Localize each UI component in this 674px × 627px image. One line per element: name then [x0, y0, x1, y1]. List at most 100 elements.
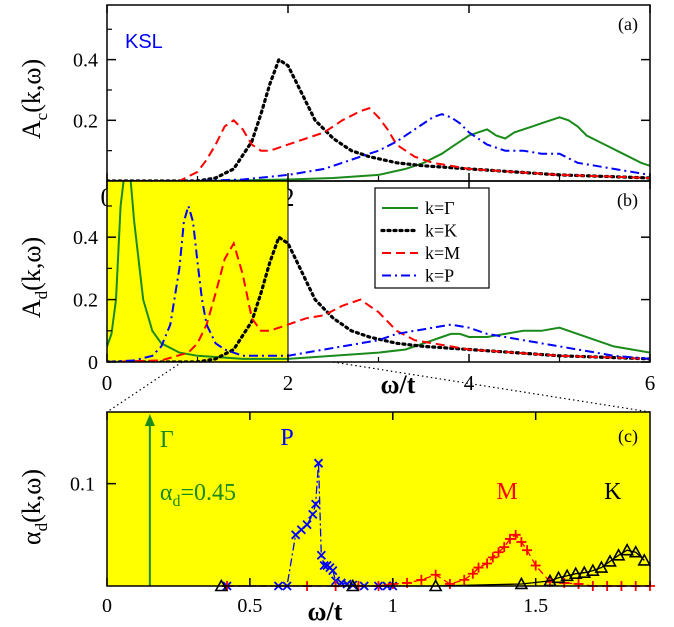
zoom-connector-lines — [106, 361, 651, 413]
x-tick-label: 1.5 — [523, 595, 548, 617]
marker-triangle — [594, 560, 609, 573]
plot-area — [107, 181, 650, 362]
y-axis-label: αd(k,ω) — [17, 469, 51, 545]
x-tick-label: 0 — [102, 595, 112, 617]
group-label-m: M — [496, 479, 517, 505]
panel-label: (b) — [617, 190, 638, 211]
legend: k=Γ k=Kk=M k=P — [374, 187, 490, 289]
marker-triangle — [620, 543, 634, 556]
marker-plus — [573, 578, 584, 589]
alpha-d-subscript: d — [172, 493, 180, 510]
y-axis-label-subscript: c — [32, 112, 51, 120]
series-line-gamma — [107, 181, 650, 360]
marker-plus — [493, 547, 504, 558]
x-tick-label: 1 — [388, 595, 398, 617]
marker-plus — [482, 558, 493, 569]
alpha-d-main: α — [160, 480, 173, 506]
alpha-d-value: =0.45 — [180, 480, 236, 506]
x-tick-label: 0.5 — [237, 595, 262, 617]
zoom-line-left — [106, 361, 183, 413]
gamma-arrow-head — [144, 414, 155, 426]
series-line-gamma — [107, 116, 650, 181]
series-line-p — [107, 113, 650, 181]
marker-x — [319, 560, 329, 571]
marker-plus — [416, 574, 427, 585]
y-axis-label-args: (k,ω) — [17, 237, 46, 291]
legend-label: k=Γ — [425, 198, 455, 218]
y-tick-label: 0.2 — [73, 110, 98, 132]
x-axis-label: ω/t — [308, 597, 343, 626]
marker-x — [313, 458, 324, 468]
marker-triangle — [603, 554, 617, 567]
marker-x — [302, 519, 312, 530]
y-tick-label: 0.4 — [73, 50, 98, 72]
marker-triangle — [568, 566, 583, 580]
marker-plus — [467, 568, 478, 579]
panel-label: (a) — [618, 14, 638, 35]
marker-plus — [516, 536, 527, 547]
zoom-background — [107, 412, 650, 586]
legend-label: k=P — [425, 266, 454, 286]
marker-plus — [522, 545, 533, 556]
marker-x — [308, 509, 318, 519]
y-axis-label-main: A — [17, 120, 46, 139]
series-line-m — [107, 107, 650, 181]
y-tick-label: 0 — [88, 352, 98, 374]
y-axis-label: Ad(k,ω) — [17, 237, 51, 318]
legend-label: k=K — [425, 221, 457, 241]
panel-b: 0 2 4 6 0 0.2 0.4 (b) Ad(k,ω) ω/t k=Γ k=Kk=M k=P — [17, 180, 656, 399]
marker-x — [330, 576, 341, 586]
marker-plus — [430, 569, 441, 580]
marker-plus — [444, 578, 455, 589]
y-axis-label-main: A — [17, 299, 46, 318]
panel-label: (c) — [618, 426, 638, 447]
group-label-p: P — [280, 425, 293, 451]
marker-plus — [473, 562, 484, 573]
marker-plus — [459, 574, 470, 585]
legend-box — [374, 187, 490, 289]
marker-triangle — [577, 565, 592, 578]
y-tick-label: 0.4 — [73, 227, 98, 249]
marker-plus — [499, 542, 510, 553]
x-tick-label: 0 — [102, 371, 113, 395]
y-axis-label-subscript: d — [32, 522, 51, 531]
marker-triangle — [514, 576, 529, 590]
marker-x — [328, 566, 338, 576]
x-axis-label: ω/t — [381, 370, 416, 399]
gamma-label: Γ — [160, 427, 174, 453]
y-axis-label-subscript: d — [32, 290, 51, 299]
marker-triangle — [637, 553, 652, 566]
y-tick-label: 0.2 — [73, 290, 98, 312]
y-axis-label-args: (k,ω) — [17, 469, 46, 523]
x-tick-label: 6 — [645, 371, 656, 395]
marker-plus — [530, 560, 541, 571]
marker-x — [316, 550, 326, 560]
y-tick-label: 0.1 — [70, 474, 95, 496]
plot-frame — [106, 4, 651, 182]
series-line-m — [107, 240, 650, 362]
plot-frame — [106, 411, 651, 587]
alpha-d-annotation: αd=0.45 — [160, 480, 236, 510]
marker-triangle — [551, 570, 566, 584]
highlight-region — [106, 180, 289, 363]
y-axis-label-args: (k,ω) — [17, 59, 46, 113]
marker-x — [348, 580, 358, 590]
x-tick-label: 2 — [283, 371, 294, 395]
x-tick-label: 4 — [464, 371, 475, 395]
marker-triangle — [628, 545, 643, 558]
series-line-k — [107, 57, 650, 181]
marker-plus — [510, 529, 521, 540]
marker-x — [310, 499, 321, 509]
y-axis-label: Ac(k,ω) — [17, 59, 51, 139]
marker-triangle — [560, 568, 574, 582]
y-axis-label-main: α — [17, 531, 46, 545]
group-label-k: K — [604, 479, 622, 505]
legend-label: k=M — [425, 243, 460, 263]
plot-area — [107, 57, 650, 181]
marker-triangle — [585, 563, 600, 576]
ksl-annotation: KSL — [125, 31, 163, 53]
marker-plus — [487, 552, 498, 563]
marker-plus — [504, 533, 515, 544]
